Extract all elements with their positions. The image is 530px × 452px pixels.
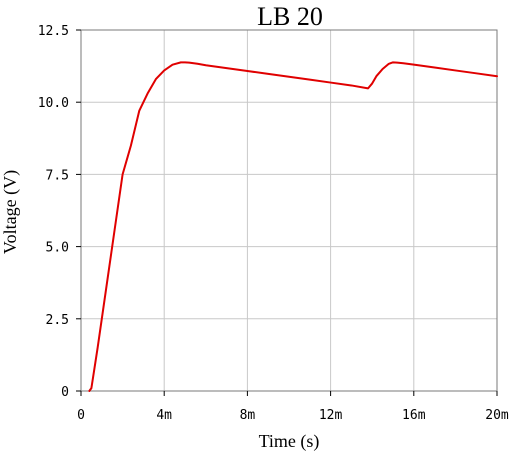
series-line xyxy=(88,61,498,392)
x-tick-label: 8m xyxy=(240,408,256,423)
series-layer xyxy=(88,61,498,392)
y-axis-title: Voltage (V) xyxy=(0,170,21,254)
y-tick-label: 7.5 xyxy=(46,168,69,183)
y-tick-label: 5.0 xyxy=(46,241,69,256)
x-tick-label: 0 xyxy=(77,408,85,423)
x-tick-label: 16m xyxy=(402,408,426,423)
grid xyxy=(80,29,498,392)
y-tick-label: 12.5 xyxy=(38,24,69,39)
chart-title: LB 20 xyxy=(257,2,323,31)
plot-frame xyxy=(80,29,498,392)
x-tick-label: 20m xyxy=(485,408,509,423)
x-tick-label: 4m xyxy=(156,408,172,423)
y-tick-labels: 0 2.5 5.0 7.5 10.0 12.5 xyxy=(38,24,69,400)
y-tick-label: 0 xyxy=(61,385,69,400)
axis-ticks xyxy=(76,29,498,396)
x-tick-labels: 0 4m 8m 12m 16m 20m xyxy=(77,408,509,423)
x-tick-label: 12m xyxy=(319,408,343,423)
x-axis-title: Time (s) xyxy=(259,431,320,452)
y-tick-label: 10.0 xyxy=(38,96,69,111)
y-tick-label: 2.5 xyxy=(46,313,69,328)
